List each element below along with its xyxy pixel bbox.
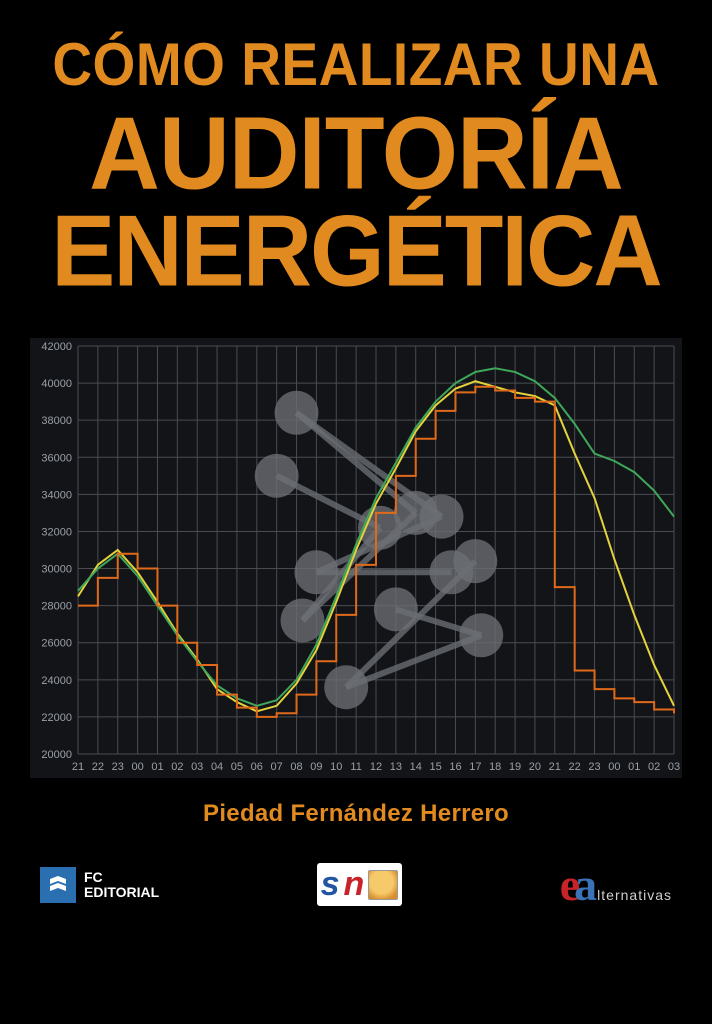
svg-text:10: 10 [330, 761, 342, 773]
title-line-2: AUDITORÍA [30, 102, 682, 205]
svg-text:01: 01 [151, 761, 163, 773]
svg-text:22000: 22000 [41, 712, 72, 724]
svg-text:23: 23 [588, 761, 600, 773]
svg-text:21: 21 [72, 761, 84, 773]
svg-text:08: 08 [290, 761, 302, 773]
logo-sn: s n [317, 863, 403, 906]
book-title: CÓMO REALIZAR UNA AUDITORÍA ENERGÉTICA [0, 0, 712, 310]
svg-text:15: 15 [429, 761, 441, 773]
svg-text:17: 17 [469, 761, 481, 773]
title-line-1: CÓMO REALIZAR UNA [30, 29, 682, 99]
svg-text:00: 00 [608, 761, 620, 773]
sn-s: s [321, 865, 340, 904]
svg-text:42000: 42000 [41, 341, 72, 353]
svg-text:22: 22 [92, 761, 104, 773]
svg-text:11: 11 [350, 761, 361, 773]
logo-fc-editorial: FC EDITORIAL [40, 867, 159, 903]
svg-text:23: 23 [112, 761, 124, 773]
fc-line2: EDITORIAL [84, 885, 159, 900]
svg-text:20000: 20000 [41, 749, 72, 761]
svg-text:19: 19 [509, 761, 521, 773]
svg-text:00: 00 [131, 761, 143, 773]
svg-text:38000: 38000 [41, 415, 72, 427]
svg-text:22: 22 [569, 761, 581, 773]
logo-ealternativas: e a lternativas [560, 858, 672, 911]
fc-line1: FC [84, 870, 159, 885]
svg-text:07: 07 [271, 761, 283, 773]
chart-svg: 20000 22000 24000 26000 28000 30000 32000 34000… [30, 338, 682, 778]
svg-text:30000: 30000 [41, 564, 72, 576]
svg-text:18: 18 [489, 761, 501, 773]
svg-text:16: 16 [449, 761, 461, 773]
svg-text:36000: 36000 [41, 452, 72, 464]
svg-text:06: 06 [251, 761, 263, 773]
ea-rest: lternativas [597, 887, 672, 903]
svg-text:40000: 40000 [41, 378, 72, 390]
svg-text:26000: 26000 [41, 638, 72, 650]
svg-text:12: 12 [370, 761, 382, 773]
svg-text:14: 14 [410, 761, 422, 773]
svg-text:32000: 32000 [41, 526, 72, 538]
svg-text:24000: 24000 [41, 675, 72, 687]
fc-text: FC EDITORIAL [84, 870, 159, 899]
svg-text:04: 04 [211, 761, 223, 773]
svg-text:09: 09 [310, 761, 322, 773]
sn-n: n [344, 865, 365, 904]
svg-text:28000: 28000 [41, 601, 72, 613]
svg-text:01: 01 [628, 761, 640, 773]
publisher-logos: FC EDITORIAL s n e a lternativas [0, 828, 712, 939]
svg-text:21: 21 [549, 761, 561, 773]
svg-text:03: 03 [668, 761, 680, 773]
sn-globe-icon [368, 870, 398, 900]
svg-text:13: 13 [390, 761, 402, 773]
svg-text:02: 02 [171, 761, 183, 773]
fc-icon [40, 867, 76, 903]
ea-a: a [574, 858, 597, 911]
svg-text:03: 03 [191, 761, 203, 773]
author-name: Piedad Fernández Herrero [0, 800, 712, 828]
svg-text:20: 20 [529, 761, 541, 773]
svg-text:05: 05 [231, 761, 243, 773]
svg-text:34000: 34000 [41, 489, 72, 501]
svg-text:02: 02 [648, 761, 660, 773]
cover-chart: 20000 22000 24000 26000 28000 30000 32000 34000… [30, 338, 682, 778]
title-line-3: ENERGÉTICA [30, 202, 682, 303]
